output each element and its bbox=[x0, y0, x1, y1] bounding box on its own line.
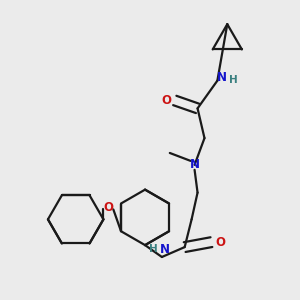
Text: O: O bbox=[103, 201, 113, 214]
Text: N: N bbox=[190, 158, 200, 171]
Text: N: N bbox=[217, 71, 227, 84]
Text: O: O bbox=[215, 236, 225, 249]
Text: H: H bbox=[148, 244, 157, 254]
Text: N: N bbox=[160, 243, 170, 256]
Text: O: O bbox=[162, 94, 172, 107]
Text: H: H bbox=[229, 75, 238, 85]
